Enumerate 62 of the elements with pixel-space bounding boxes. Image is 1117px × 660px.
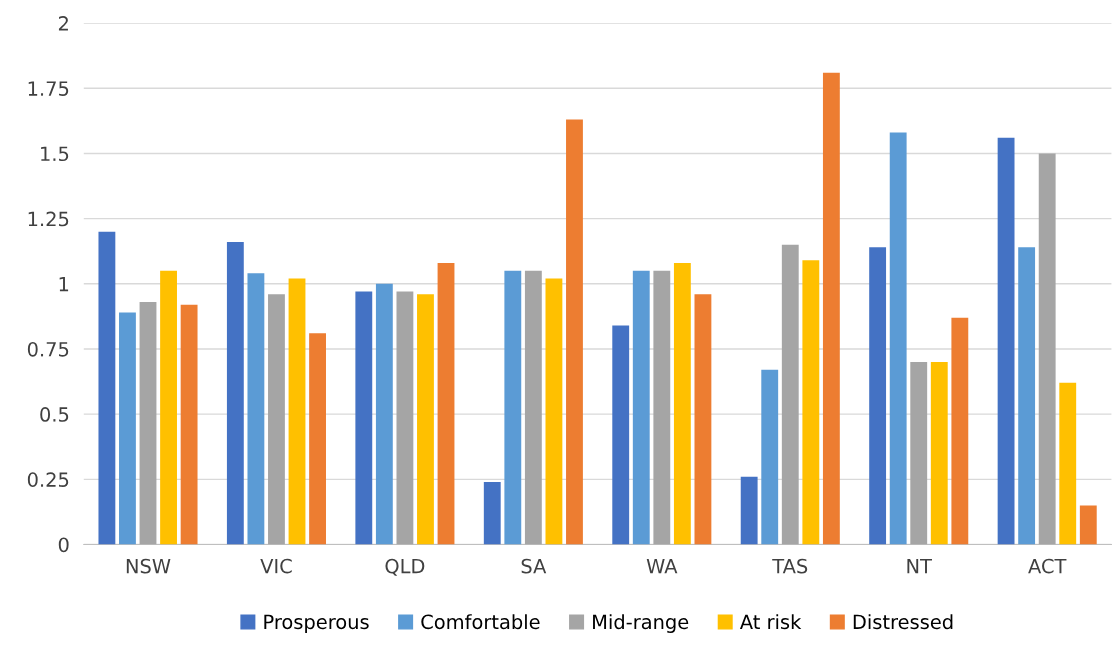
bar xyxy=(437,262,455,545)
bar xyxy=(740,476,758,545)
y-tick-label: 0.25 xyxy=(27,472,69,487)
y-tick-label: 1.5 xyxy=(41,146,69,162)
bar xyxy=(951,317,969,545)
x-tick-label: ACT xyxy=(1028,558,1067,574)
bar xyxy=(1059,382,1077,545)
bar xyxy=(524,270,542,545)
bar xyxy=(226,242,244,545)
bar xyxy=(355,291,373,545)
bar xyxy=(268,294,285,545)
bar xyxy=(612,325,630,545)
y-tick-label: 0.75 xyxy=(27,341,69,357)
bar xyxy=(694,294,712,545)
legend-label: Distressed xyxy=(853,614,953,630)
x-tick-label: SA xyxy=(521,558,547,574)
bar xyxy=(247,273,265,545)
bar xyxy=(566,119,583,545)
bar xyxy=(483,481,501,545)
bar xyxy=(761,369,779,545)
x-tick-label: QLD xyxy=(385,558,425,576)
bar xyxy=(545,278,563,545)
bar xyxy=(822,72,840,545)
y-tick-label: 0.5 xyxy=(40,407,69,422)
x-tick-label: NSW xyxy=(126,558,171,574)
bar xyxy=(1038,153,1056,545)
bar xyxy=(180,304,198,545)
bar xyxy=(98,231,116,545)
bar xyxy=(396,291,414,545)
legend-label: Comfortable xyxy=(421,614,540,630)
y-tick-label: 1.25 xyxy=(28,211,69,227)
bar xyxy=(910,362,928,545)
legend-label: At risk xyxy=(739,614,802,630)
bar xyxy=(653,270,671,545)
x-tick-label: NT xyxy=(907,558,932,574)
legend-label: Mid-range xyxy=(593,614,689,633)
bar xyxy=(632,270,650,545)
y-tick-label: 1 xyxy=(59,277,69,292)
x-tick-label: WA xyxy=(646,558,678,574)
bar xyxy=(673,262,691,545)
bar xyxy=(309,333,326,545)
y-tick-label: 0 xyxy=(58,537,69,553)
bar xyxy=(889,132,907,545)
x-tick-label: TAS xyxy=(772,558,808,574)
bar xyxy=(139,302,157,545)
bar xyxy=(997,137,1015,545)
bar xyxy=(930,362,948,545)
bar xyxy=(504,270,522,545)
bar xyxy=(802,260,820,545)
bar xyxy=(160,270,177,545)
bar xyxy=(869,247,887,545)
bar xyxy=(288,278,306,545)
x-tick-label: VIC xyxy=(260,558,292,574)
bar xyxy=(119,312,136,545)
bar xyxy=(375,283,393,545)
bar xyxy=(417,294,434,545)
bar xyxy=(781,244,799,545)
legend-label: Prosperous xyxy=(264,614,369,633)
y-tick-label: 1.75 xyxy=(28,81,69,96)
bar xyxy=(1079,505,1097,545)
bar xyxy=(1018,247,1036,545)
y-tick-label: 2 xyxy=(58,16,68,31)
